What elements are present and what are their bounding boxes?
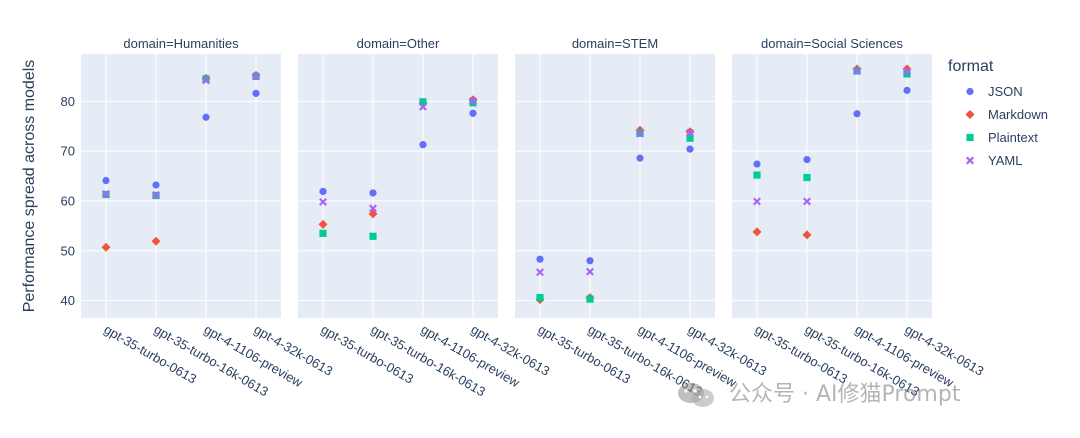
legend: format JSON Markdown Plaintext YAML — [948, 58, 1048, 172]
y-axis-label: Performance spread across models — [21, 60, 38, 313]
data-point-plaintext — [469, 99, 477, 107]
data-point-json — [903, 86, 911, 94]
data-point-plaintext — [586, 295, 594, 303]
data-point-markdown — [101, 242, 111, 252]
data-point-plaintext — [803, 173, 811, 182]
data-point-json — [419, 141, 427, 149]
square-marker-icon — [966, 133, 974, 142]
legend-items: JSON Markdown Plaintext YAML — [948, 80, 1048, 172]
data-point-json — [469, 109, 477, 117]
data-point-plaintext — [419, 98, 427, 106]
data-point-plaintext — [536, 293, 544, 302]
legend-label: Plaintext — [988, 130, 1038, 145]
facets: domain=Humanities gpt-35-turbo-0613 gpt-35… — [61, 36, 987, 399]
legend-label: YAML — [988, 153, 1023, 168]
data-point-json — [369, 189, 377, 197]
legend-label: Markdown — [988, 107, 1048, 122]
plot-background — [732, 54, 932, 318]
facet-title: domain=Social Sciences — [761, 36, 903, 51]
data-point-yaml — [319, 197, 327, 206]
wechat-logo-icon — [678, 383, 714, 407]
legend-symbol — [966, 156, 974, 165]
x-tick-label: gpt-35-turbo-0613 — [536, 322, 634, 387]
x-marker-icon — [966, 156, 974, 165]
watermark: 公众号 · AI修猫Prompt — [676, 376, 960, 410]
data-point-json — [202, 113, 210, 121]
data-point-yaml — [152, 190, 160, 199]
y-tick-label: 70 — [61, 144, 75, 159]
data-point-json — [753, 160, 761, 168]
legend-item-yaml[interactable]: YAML — [948, 149, 1048, 172]
legend-item-json[interactable]: JSON — [948, 80, 1048, 103]
plot-background — [515, 54, 715, 318]
legend-item-plaintext[interactable]: Plaintext — [948, 126, 1048, 149]
legend-item-markdown[interactable]: Markdown — [948, 103, 1048, 126]
circle-marker-icon — [966, 87, 974, 96]
legend-label: JSON — [988, 84, 1023, 99]
data-point-yaml — [686, 128, 694, 137]
data-point-json — [803, 156, 811, 164]
data-point-yaml — [252, 72, 260, 81]
legend-symbol — [966, 133, 974, 142]
data-point-json — [586, 257, 594, 265]
data-point-json — [636, 154, 644, 162]
x-tick-label: gpt-35-turbo-0613 — [102, 322, 200, 387]
legend-symbol — [965, 110, 975, 119]
facet-panel: domain=Othergpt-35-turbo-0613gpt-35-turb… — [298, 36, 552, 399]
data-point-yaml — [102, 189, 110, 198]
data-point-markdown — [318, 219, 328, 229]
data-point-plaintext — [369, 232, 377, 240]
data-point-plaintext — [686, 134, 694, 142]
legend-title: format — [948, 58, 994, 75]
data-point-markdown — [151, 236, 161, 246]
data-point-markdown — [802, 230, 812, 240]
data-point-yaml — [803, 197, 811, 206]
facet-title: domain=STEM — [572, 36, 658, 51]
facet-panel: domain=STEMgpt-35-turbo-0613gpt-35-turbo… — [515, 36, 769, 399]
data-point-json — [853, 110, 861, 118]
data-point-yaml — [469, 96, 477, 105]
data-point-json — [686, 145, 694, 153]
data-point-yaml — [419, 102, 427, 111]
facet-title: domain=Other — [357, 36, 440, 51]
data-point-json — [536, 255, 544, 263]
data-point-yaml — [636, 129, 644, 138]
x-tick-label: gpt-35-turbo-0613 — [319, 322, 417, 387]
plot-background — [298, 54, 498, 318]
data-point-json — [102, 176, 110, 185]
data-point-yaml — [536, 268, 544, 277]
data-point-markdown — [752, 227, 762, 237]
data-point-yaml — [753, 197, 761, 206]
data-point-yaml — [586, 267, 594, 276]
data-point-yaml — [853, 66, 861, 75]
data-point-plaintext — [319, 229, 327, 237]
data-point-json — [319, 187, 327, 196]
data-point-json — [252, 89, 260, 97]
y-tick-label: 50 — [61, 243, 75, 258]
facet-panel: domain=Humanitiesgpt-35-turbo-0613gpt-35… — [81, 36, 335, 399]
data-point-yaml — [369, 204, 377, 213]
data-point-plaintext — [753, 171, 761, 179]
data-point-json — [152, 181, 160, 189]
data-point-plaintext — [903, 70, 911, 78]
plot-background — [81, 54, 281, 318]
facet-title: domain=Humanities — [123, 36, 239, 51]
data-point-yaml — [202, 76, 210, 85]
y-tick-label: 40 — [61, 293, 75, 308]
legend-symbol — [966, 87, 974, 96]
y-tick-label: 60 — [61, 193, 75, 208]
data-point-yaml — [903, 67, 911, 76]
y-tick-label: 80 — [61, 94, 75, 109]
diamond-marker-icon — [965, 110, 975, 119]
watermark-text: 公众号 · AI修猫Prompt — [729, 382, 961, 407]
